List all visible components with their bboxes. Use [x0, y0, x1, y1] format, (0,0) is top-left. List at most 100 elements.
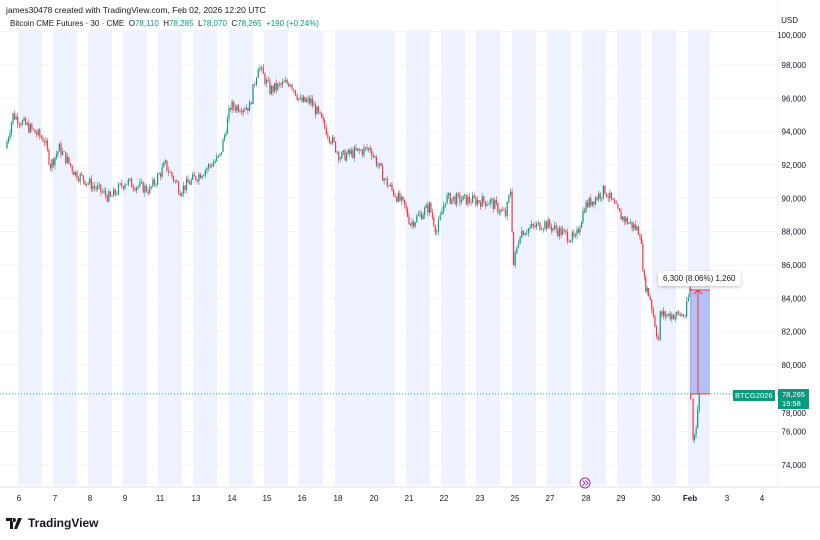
candle-body: [182, 185, 184, 194]
candle-body: [681, 314, 683, 316]
candle-body: [550, 226, 552, 231]
x-tick-label: 7: [53, 494, 58, 503]
y-tick-label: 92,000: [782, 161, 807, 170]
candle-body: [338, 151, 340, 160]
candle-body: [185, 179, 188, 191]
candle-body: [596, 197, 598, 200]
candle-body: [247, 107, 249, 111]
candle-body: [121, 183, 123, 187]
candle-body: [527, 228, 529, 234]
candle-body: [333, 137, 335, 142]
candle-body: [63, 151, 65, 153]
candle-body: [598, 193, 600, 200]
candle-body: [590, 197, 592, 206]
candle-body: [568, 241, 570, 242]
candle-body: [259, 67, 261, 70]
candle-body: [358, 148, 360, 151]
candle-body: [622, 216, 624, 220]
symbol-name[interactable]: Bitcoin CME Futures · 30 · CME: [10, 19, 125, 28]
candle-body: [277, 83, 279, 90]
candle-body: [397, 192, 399, 202]
candle-body: [599, 193, 601, 199]
candle-body: [492, 199, 494, 209]
candle-body: [301, 97, 303, 102]
candle-body: [298, 98, 300, 100]
candle-body: [372, 156, 374, 157]
candle-body: [411, 221, 413, 226]
candle-body: [52, 159, 55, 166]
candle-body: [324, 119, 326, 128]
candle-body: [532, 223, 534, 226]
candle-body: [211, 165, 213, 167]
candle-body: [385, 178, 387, 180]
candle-body: [160, 173, 162, 177]
x-tick-label: 18: [334, 494, 343, 503]
currency-label[interactable]: USD: [781, 16, 798, 25]
candle-body: [431, 212, 433, 218]
candle-body: [220, 152, 223, 154]
candle-body: [503, 210, 505, 212]
candle-body: [500, 209, 502, 213]
candle-body: [602, 185, 604, 198]
candle-body: [280, 83, 282, 85]
candle-body: [113, 189, 115, 197]
candle-body: [29, 124, 31, 133]
candle-body: [637, 226, 639, 235]
candle-body: [424, 208, 426, 216]
candle-body: [73, 171, 75, 176]
candle-body: [231, 101, 233, 110]
candle-body: [190, 179, 192, 185]
candle-body: [129, 178, 131, 180]
candle-body: [139, 182, 141, 187]
candle-body: [193, 174, 195, 177]
candle-body: [208, 164, 210, 169]
candle-body: [18, 123, 20, 125]
candle-body: [536, 223, 538, 228]
candle-body: [368, 147, 370, 150]
tradingview-logo[interactable]: TradingView: [6, 516, 98, 530]
candle-body: [68, 156, 70, 164]
candle-body: [687, 297, 689, 301]
candle-body: [15, 116, 17, 120]
x-tick-label: 30: [652, 494, 661, 503]
candle-body: [101, 192, 104, 193]
candle-body: [257, 69, 259, 78]
session-band: [18, 30, 42, 485]
event-marker-glyph-icon: [582, 480, 589, 486]
candle-body: [406, 208, 409, 217]
candle-body: [472, 195, 474, 204]
candle-body: [286, 80, 288, 84]
candle-body: [565, 230, 567, 232]
candle-body: [51, 159, 53, 169]
candle-body: [12, 113, 14, 123]
candle-body: [316, 106, 318, 115]
candle-body: [55, 154, 58, 158]
candle-body: [555, 225, 557, 230]
candle-body: [459, 194, 461, 203]
candle-body: [98, 184, 100, 186]
candle-body: [357, 148, 359, 151]
candle-body: [481, 196, 483, 207]
candle-body: [153, 179, 156, 185]
session-band: [123, 30, 147, 485]
candle-body: [366, 147, 368, 150]
candle-body: [446, 195, 448, 204]
candle-body: [491, 199, 493, 200]
candle-body: [378, 163, 381, 166]
candle-body: [313, 104, 315, 106]
candle-body: [562, 229, 564, 236]
candle-body: [534, 225, 536, 228]
candle-body: [443, 205, 445, 212]
candle-body: [522, 230, 525, 236]
candle-body: [383, 178, 385, 181]
y-tick-label: 94,000: [782, 128, 807, 137]
candle-body: [214, 160, 216, 163]
candle-body: [391, 184, 393, 190]
symbol-price-tag: BTCG2026: [733, 390, 775, 401]
candle-body: [582, 210, 584, 223]
x-tick-label: 8: [88, 494, 93, 503]
candle-body: [339, 158, 341, 160]
candle-body: [196, 180, 198, 182]
y-tick-label: 90,000: [782, 194, 807, 203]
